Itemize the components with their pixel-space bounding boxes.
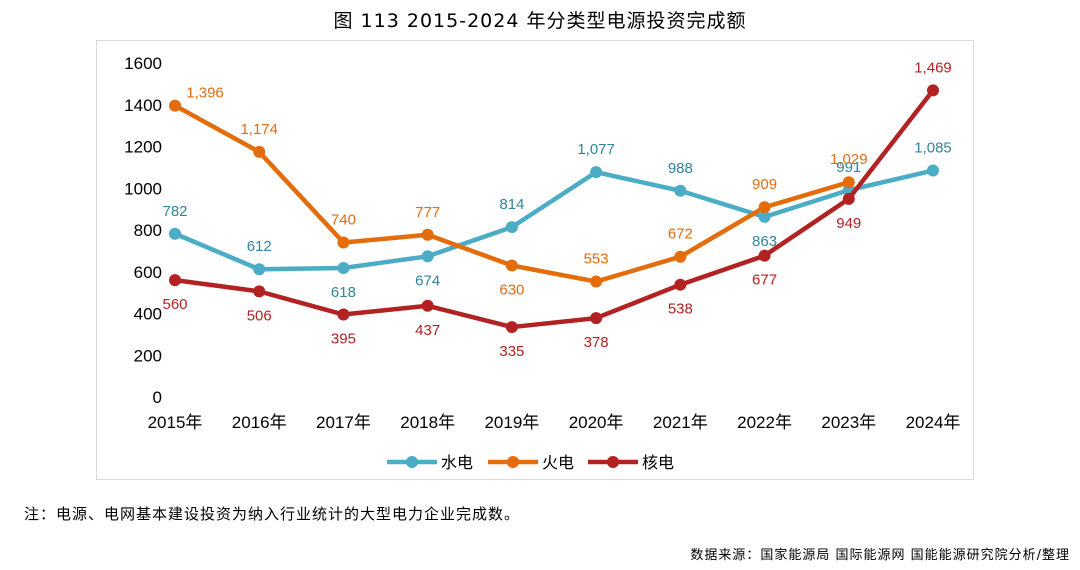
x-tick-label: 2020年 <box>569 413 624 432</box>
data-label: 560 <box>162 296 187 313</box>
data-label: 1,396 <box>186 85 224 102</box>
data-label: 782 <box>162 203 187 220</box>
data-label: 677 <box>752 272 777 289</box>
y-tick-label: 800 <box>134 221 162 240</box>
data-point <box>421 250 434 263</box>
series-lines <box>169 84 939 334</box>
series-line-1 <box>172 168 936 272</box>
data-label: 395 <box>331 331 356 348</box>
data-point <box>253 285 266 298</box>
data-label: 672 <box>668 226 693 243</box>
data-label: 1,469 <box>914 59 952 76</box>
data-point <box>169 99 181 112</box>
x-tick-label: 2018年 <box>400 413 455 432</box>
data-label: 553 <box>584 251 609 268</box>
data-label: 814 <box>499 196 524 213</box>
data-label: 863 <box>752 233 777 250</box>
x-tick-label: 2017年 <box>316 413 371 432</box>
x-tick-label: 2019年 <box>484 413 539 432</box>
data-point <box>169 227 181 240</box>
data-label: 740 <box>331 212 356 229</box>
data-source: 数据来源：国家能源局 国际能源网 国能能源研究院分析/整理 <box>690 548 1070 563</box>
data-label: 674 <box>415 272 440 289</box>
data-point <box>169 274 181 287</box>
data-label: 335 <box>499 343 524 360</box>
series-line-3 <box>172 88 936 330</box>
data-label: 909 <box>752 176 777 193</box>
data-point <box>674 278 687 291</box>
y-tick-label: 200 <box>134 346 162 365</box>
data-label: 949 <box>836 215 861 232</box>
data-point <box>421 299 434 312</box>
data-point <box>842 176 855 189</box>
data-point <box>505 221 518 234</box>
x-tick-label: 2015年 <box>148 413 203 432</box>
data-point <box>758 210 771 223</box>
y-tick-label: 1200 <box>124 138 162 157</box>
data-point <box>674 184 687 197</box>
data-label: 618 <box>331 284 356 301</box>
y-tick-label: 0 <box>153 388 162 407</box>
x-tick-label: 2024年 <box>906 413 961 432</box>
data-label: 988 <box>668 160 693 177</box>
data-point <box>337 236 350 249</box>
axes: 0 200 400 600 800 1000 1200 1400 1600 2015年 2016年 2… <box>124 54 960 432</box>
x-tick-label: 2023年 <box>821 413 876 432</box>
data-label: 506 <box>247 307 272 324</box>
data-point <box>505 321 518 334</box>
legend: 水电 火电 核电 <box>387 453 674 472</box>
data-point <box>505 259 518 272</box>
legend-label: 核电 <box>642 453 674 472</box>
figure-title: 图 113 2015-2024 年分类型电源投资完成额 <box>333 10 747 32</box>
legend-label: 火电 <box>542 453 574 472</box>
data-point <box>590 312 603 325</box>
data-point <box>927 164 939 177</box>
legend-marker <box>607 456 619 468</box>
data-label: 612 <box>247 238 272 255</box>
data-labels: 782 612 618 674 814 1,077 988 863 991 1,085 1,396 1… <box>162 59 951 360</box>
y-tick-label: 1400 <box>124 96 162 115</box>
x-tick-label: 2022年 <box>737 413 792 432</box>
data-point <box>590 166 603 179</box>
data-label: 378 <box>584 334 609 351</box>
data-point <box>253 145 266 158</box>
data-label: 1,077 <box>577 141 615 158</box>
y-tick-label: 1000 <box>124 179 162 198</box>
x-tick-label: 2016年 <box>232 413 287 432</box>
data-point <box>337 308 350 321</box>
data-label: 991 <box>836 159 861 176</box>
legend-marker <box>406 456 418 468</box>
data-label: 630 <box>499 281 524 298</box>
legend-label: 水电 <box>441 453 473 472</box>
y-tick-label: 600 <box>134 263 162 282</box>
data-point <box>253 263 266 276</box>
y-tick-label: 400 <box>134 305 162 324</box>
data-point <box>758 249 771 262</box>
chart-frame <box>96 40 974 480</box>
legend-marker <box>507 456 519 468</box>
data-label: 437 <box>415 322 440 339</box>
data-label: 538 <box>668 301 693 318</box>
data-label: 1,174 <box>240 121 278 138</box>
data-point <box>590 275 603 288</box>
y-tick-label: 1600 <box>124 54 162 73</box>
data-label: 1,085 <box>914 140 952 157</box>
data-point <box>758 201 771 214</box>
data-label: 777 <box>415 204 440 221</box>
x-tick-label: 2021年 <box>653 413 708 432</box>
data-point <box>337 261 350 274</box>
data-label: 1,029 <box>830 151 868 168</box>
data-point <box>421 228 434 241</box>
data-point <box>927 84 939 97</box>
data-point <box>674 250 687 263</box>
data-point <box>842 192 855 205</box>
chart-note: 注：电源、电网基本建设投资为纳入行业统计的大型电力企业完成数。 <box>24 505 521 523</box>
